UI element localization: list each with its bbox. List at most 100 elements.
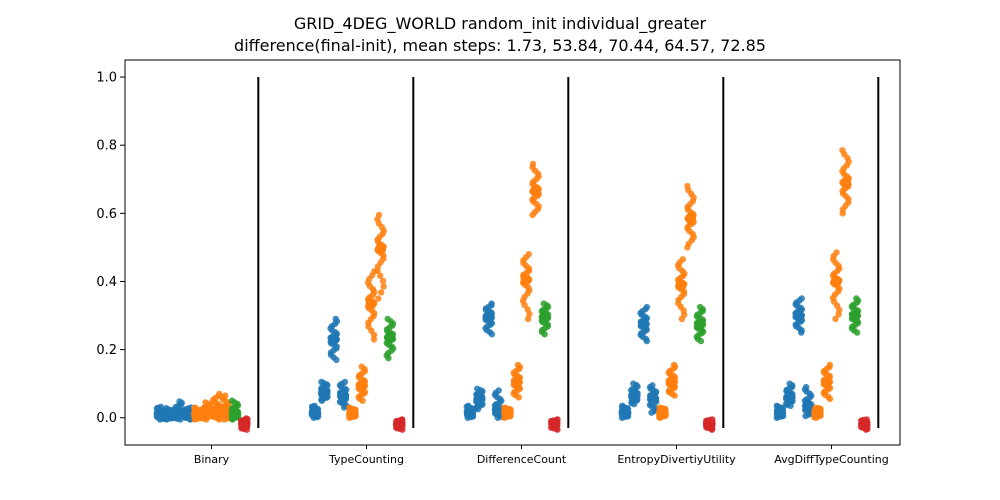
- strip-mean-marker: [539, 311, 551, 323]
- strip-mean-marker: [473, 393, 485, 405]
- strip-mean-marker: [656, 407, 668, 419]
- point: [488, 300, 495, 307]
- strip-mean-marker: [647, 393, 659, 405]
- strip-mean-marker: [811, 407, 823, 419]
- data-points: [153, 147, 871, 433]
- point: [495, 387, 502, 394]
- strip-mean-marker: [384, 332, 396, 344]
- point: [176, 398, 183, 405]
- strip-4-7: [839, 147, 852, 217]
- point: [853, 295, 860, 302]
- point: [375, 211, 383, 219]
- point: [157, 403, 165, 411]
- point: [358, 363, 365, 370]
- point: [228, 397, 236, 404]
- strip-mean-marker: [703, 418, 715, 430]
- strip-3-2: [637, 303, 651, 345]
- strip-2-5: [510, 361, 524, 401]
- strip-mean-marker: [619, 407, 631, 419]
- point: [375, 295, 382, 302]
- point: [798, 295, 805, 302]
- strip-mean-marker: [318, 386, 330, 398]
- strip-1-1: [317, 378, 331, 404]
- strip-mean-marker: [375, 243, 387, 255]
- strip-4-2: [792, 295, 806, 336]
- strip-2-8: [538, 300, 552, 338]
- strip-mean-marker: [530, 185, 542, 197]
- y-axis: 0.0 0.2 0.4 0.6 0.8 1.0: [96, 71, 125, 426]
- strip-mean-marker: [830, 275, 842, 287]
- strip-4-0: [773, 402, 787, 421]
- group-label-4: AvgDiffTypeCounting: [774, 453, 888, 466]
- point: [222, 392, 229, 399]
- strip-mean-marker: [201, 407, 213, 419]
- strip-mean-marker: [163, 409, 175, 421]
- y-tick-label-5: 1.0: [96, 71, 117, 86]
- point: [630, 380, 637, 387]
- point: [525, 251, 532, 258]
- strip-mean-marker: [483, 311, 495, 323]
- point: [514, 361, 522, 369]
- strip-1-9: [392, 416, 406, 433]
- strip-3-5: [665, 361, 679, 399]
- strip-mean-marker: [685, 212, 697, 224]
- strip-mean-marker: [628, 390, 640, 402]
- strip-mean-marker: [858, 418, 870, 430]
- strip-2-6: [519, 251, 533, 323]
- chart-title: GRID_4DEG_WORLD random_init individual_g…: [293, 14, 707, 33]
- strip-4-9: [857, 416, 871, 433]
- strip-mean-marker: [675, 279, 687, 291]
- y-tick-label-3: 0.6: [96, 207, 117, 222]
- strip-mean-marker: [337, 390, 349, 402]
- point: [679, 256, 686, 263]
- point: [540, 300, 547, 307]
- strip-4-5: [820, 361, 834, 403]
- point: [833, 249, 840, 256]
- point: [696, 303, 704, 311]
- point: [524, 315, 532, 323]
- strip-mean-marker: [238, 418, 250, 430]
- point: [649, 382, 656, 389]
- strip-2-7: [529, 160, 542, 219]
- strip-mean-marker: [849, 310, 861, 322]
- point: [473, 385, 481, 392]
- strip-3-0: [618, 402, 632, 421]
- strip-mean-marker: [393, 418, 405, 430]
- strip-mean-marker: [173, 408, 185, 420]
- strip-mean-marker: [840, 177, 852, 189]
- point: [318, 378, 325, 386]
- strip-mean-marker: [356, 379, 368, 391]
- strip-mean-marker: [229, 408, 241, 420]
- chart-subtitle: difference(final-init), mean steps: 1.73…: [234, 36, 766, 55]
- strip-mean-marker: [328, 333, 340, 345]
- strip-mean-marker: [346, 407, 358, 419]
- strip-mean-marker: [309, 407, 321, 419]
- point: [786, 380, 793, 387]
- y-tick-label-0: 0.0: [96, 411, 117, 426]
- strip-mean-marker: [821, 376, 833, 388]
- strip-mean-marker: [793, 310, 805, 322]
- y-tick-label-4: 0.8: [96, 139, 117, 154]
- strip-1-6: [364, 268, 378, 343]
- group-label-2: DifferenceCount: [477, 453, 567, 466]
- strip-4-1: [782, 380, 796, 410]
- strip-1-7: [374, 211, 387, 302]
- strip-1-3: [336, 378, 350, 411]
- strip-3-6: [674, 256, 688, 323]
- point: [802, 383, 810, 391]
- strip-2-9: [547, 416, 561, 433]
- strip-mean-marker: [154, 408, 166, 420]
- strip-2-4: [501, 404, 514, 421]
- strip-mean-marker: [191, 408, 203, 420]
- strip-mean-marker: [548, 418, 560, 430]
- strip-3-7: [684, 182, 697, 251]
- strip-mean-marker: [638, 318, 650, 330]
- point: [839, 147, 846, 154]
- strip-3-4: [656, 404, 669, 421]
- point: [826, 361, 834, 369]
- group-label-1: TypeCounting: [328, 453, 404, 466]
- strip-1-0: [308, 402, 322, 421]
- point: [380, 283, 387, 290]
- strip-4-6: [829, 249, 843, 323]
- point: [378, 289, 385, 296]
